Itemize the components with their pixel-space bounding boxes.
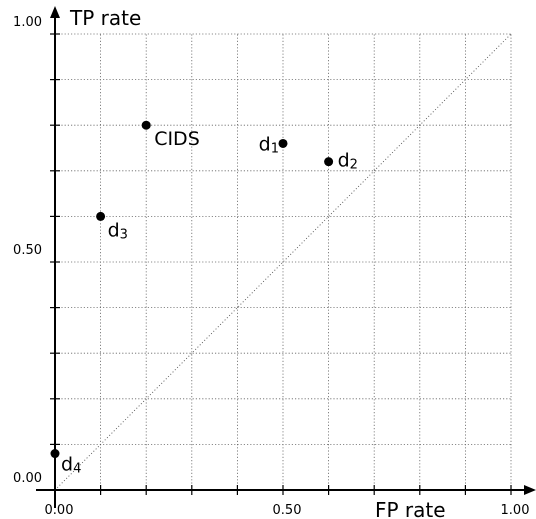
data-point-d4 (50, 449, 60, 459)
data-point-cids (141, 120, 151, 130)
point-label-d3: d3 (108, 219, 128, 242)
point-label-d2: d2 (338, 150, 358, 173)
data-points: CIDS d1 d2 d3 d4 (50, 120, 358, 477)
x-tick-label: 0.50 (273, 503, 302, 518)
x-tick-label: 1.00 (501, 503, 530, 518)
data-point-d2 (324, 157, 334, 167)
y-tick-label: 0.50 (13, 243, 42, 258)
x-axis-arrow-icon (524, 485, 536, 495)
x-tick-label: 0.00 (45, 503, 74, 518)
point-label-cids: CIDS (154, 128, 200, 150)
y-tick-label: 0.00 (13, 471, 42, 486)
tick-labels: 0.00 0.50 1.00 0.00 0.50 1.00 (13, 15, 529, 518)
y-axis-arrow-icon (50, 6, 60, 18)
grid-lines (55, 33, 512, 490)
y-axis-label: TP rate (69, 6, 141, 30)
data-point-d1 (278, 138, 288, 148)
point-label-d1: d1 (259, 133, 279, 156)
point-label-d4: d4 (61, 454, 81, 477)
x-axis-label: FP rate (375, 498, 446, 519)
y-tick-label: 1.00 (13, 15, 42, 30)
data-point-d3 (96, 211, 106, 221)
